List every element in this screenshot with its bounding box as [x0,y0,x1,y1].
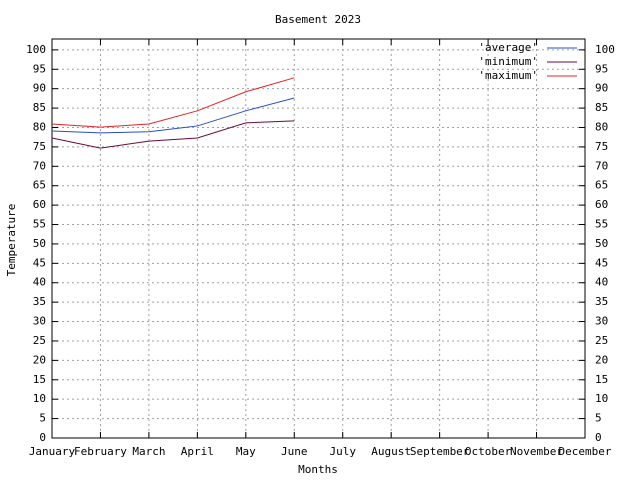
y-tick-label: 0 [39,431,46,444]
x-tick-label: May [236,445,256,458]
y-tick-label: 85 [33,101,46,114]
y-tick-label: 100 [26,43,46,56]
y-tick-label: 45 [33,256,46,269]
y-tick-label: 60 [33,198,46,211]
y-tick-label: 55 [33,218,46,231]
y2-tick-label: 50 [595,237,608,250]
legend-label: 'minimum' [478,55,538,68]
y-tick-label: 65 [33,179,46,192]
y2-tick-label: 10 [595,392,608,405]
y2-tick-label: 35 [595,295,608,308]
y-tick-label: 95 [33,62,46,75]
x-tick-label: February [74,445,127,458]
y2-tick-label: 65 [595,179,608,192]
y-tick-label: 20 [33,353,46,366]
chart-title: Basement 2023 [275,13,361,26]
y2-tick-label: 20 [595,353,608,366]
y2-tick-label: 15 [595,373,608,386]
plot-border [51,38,586,439]
y-tick-label: 90 [33,82,46,95]
y-tick-label: 40 [33,276,46,289]
y2-tick-label: 45 [595,256,608,269]
y-tick-label: 70 [33,159,46,172]
x-tick-label: April [181,445,214,458]
y2-tick-label: 85 [595,101,608,114]
x-tick-label: October [465,445,512,458]
y2-tick-label: 60 [595,198,608,211]
x-tick-label: March [132,445,165,458]
x-tick-label: September [410,445,470,458]
x-tick-label: June [281,445,308,458]
legend-label: 'maximum' [478,69,538,82]
data-line [51,97,295,134]
y2-tick-label: 5 [595,412,602,425]
y2-tick-label: 0 [595,431,602,444]
y2-tick-label: 30 [595,315,608,328]
y2-tick-label: 25 [595,334,608,347]
y-tick-label: 80 [33,120,46,133]
y2-tick-label: 95 [595,62,608,75]
data-line [51,77,295,128]
y-tick-label: 75 [33,140,46,153]
y2-tick-label: 90 [595,82,608,95]
y2-tick-label: 40 [595,276,608,289]
y-tick-label: 10 [33,392,46,405]
y2-tick-label: 70 [595,159,608,172]
x-tick-label: January [29,445,76,458]
legend-label: 'average' [478,41,538,54]
data-line [51,120,295,149]
x-tick-label: July [329,445,356,458]
y-tick-label: 35 [33,295,46,308]
y-tick-label: 30 [33,315,46,328]
y2-tick-label: 80 [595,120,608,133]
x-tick-label: November [510,445,563,458]
x-tick-label: December [559,445,612,458]
y-tick-label: 15 [33,373,46,386]
y2-tick-label: 55 [595,218,608,231]
y-axis-label: Temperature [5,204,18,277]
y-tick-label: 50 [33,237,46,250]
y-tick-label: 5 [39,412,46,425]
x-tick-label: August [371,445,411,458]
y2-tick-label: 100 [595,43,615,56]
x-axis-label: Months [298,463,338,476]
y2-tick-label: 75 [595,140,608,153]
y-tick-label: 25 [33,334,46,347]
